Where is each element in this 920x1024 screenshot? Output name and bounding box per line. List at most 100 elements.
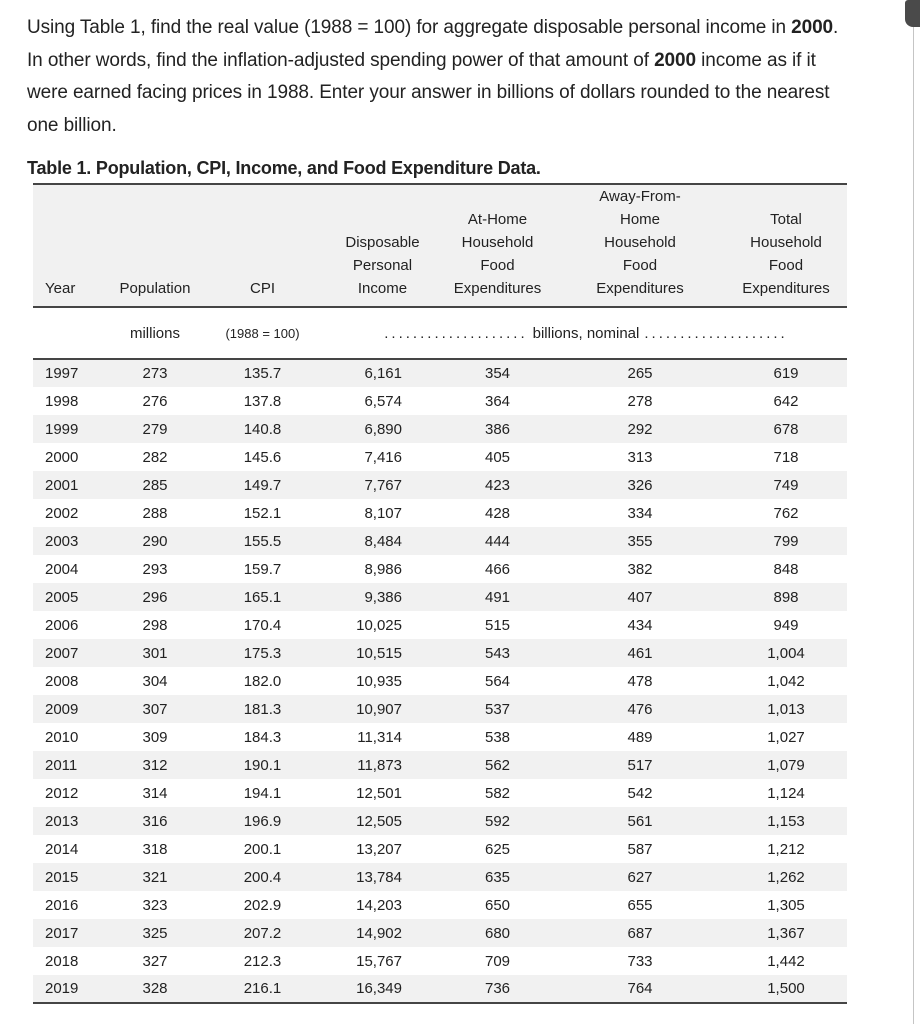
column-header-line: At-Home — [467, 211, 528, 228]
table-title: Table 1. Population, CPI, Income, and Fo… — [27, 158, 541, 178]
column-header-line: Household — [604, 234, 676, 251]
cell-year: 2016 — [45, 896, 79, 914]
cell-total: 1,442 — [767, 952, 805, 970]
cell-away: 489 — [627, 728, 653, 746]
cell-year: 2001 — [45, 476, 79, 494]
cell-year: 2012 — [45, 784, 79, 802]
table-row: 2014 318 200.1 13,207 625 587 1,212 — [33, 835, 847, 863]
table-row: 2005 296 165.1 9,386 491 407 898 — [33, 583, 847, 611]
cell-cpi: 196.9 — [243, 812, 282, 830]
cell-athome: 423 — [484, 476, 511, 494]
cell-total: 1,262 — [767, 868, 805, 886]
cell-income: 10,025 — [356, 616, 402, 634]
cell-population: 325 — [142, 924, 168, 942]
cell-athome: 625 — [484, 840, 511, 858]
cell-population: 309 — [142, 728, 168, 746]
cell-total: 619 — [773, 365, 799, 382]
table-body: 1997 273 135.7 6,161 354 265 619 1998 276 137.8 6,… — [33, 359, 847, 1003]
question-segment: . — [833, 17, 839, 38]
table-row: 2018 327 212.3 15,767 709 733 1,442 — [33, 947, 847, 975]
scrollbar-thumb[interactable] — [905, 0, 920, 27]
cell-away: 326 — [627, 476, 653, 494]
cell-year: 2018 — [45, 952, 79, 970]
cell-away: 476 — [627, 700, 653, 718]
column-header-line: Home — [619, 211, 660, 228]
table-row: 2006 298 170.4 10,025 515 434 949 — [33, 611, 847, 639]
cell-income: 12,501 — [356, 784, 402, 802]
cell-cpi: 194.1 — [243, 784, 282, 802]
column-header-line: Expenditures — [742, 280, 830, 297]
cell-cpi: 181.3 — [243, 700, 282, 718]
cell-athome: 354 — [484, 365, 511, 382]
cell-population: 327 — [142, 952, 168, 970]
cell-cpi: 140.8 — [243, 420, 282, 438]
cell-population: 276 — [142, 392, 168, 410]
cell-population: 301 — [142, 644, 168, 662]
column-header-population: Population — [110, 184, 200, 307]
question-segment: Using Table 1, find the real value (1988… — [27, 17, 792, 38]
column-header-line: Food — [622, 257, 658, 274]
cell-population: 293 — [142, 560, 168, 578]
scrollbar-track-line[interactable] — [913, 0, 914, 1024]
cell-year: 2004 — [45, 560, 79, 578]
cell-athome: 592 — [484, 812, 511, 830]
cell-income: 14,203 — [356, 896, 402, 914]
cell-year: 2009 — [45, 700, 79, 718]
cell-income: 8,986 — [364, 560, 402, 578]
cell-athome: 582 — [484, 784, 511, 802]
cell-cpi: 190.1 — [243, 756, 282, 774]
cell-year: 2019 — [45, 980, 79, 997]
cell-away: 627 — [627, 868, 653, 886]
cell-total: 898 — [773, 588, 799, 606]
cell-cpi: 216.1 — [243, 980, 282, 997]
question-line: were earned facing prices in 1988. Enter… — [27, 77, 920, 110]
table-row: 2016 323 202.9 14,203 650 655 1,305 — [33, 891, 847, 919]
cell-year: 2000 — [45, 448, 79, 466]
question-segment: were earned facing prices in 1988. Enter… — [27, 82, 830, 103]
data-table: Year Population CPI Disposable Personal Incom… — [33, 183, 847, 1004]
cell-year: 2003 — [45, 532, 79, 550]
table-row: 2010 309 184.3 11,314 538 489 1,027 — [33, 723, 847, 751]
question-segment: income as if it — [695, 49, 816, 71]
cell-income: 6,161 — [364, 365, 402, 382]
cell-income: 10,515 — [356, 644, 402, 662]
cell-income: 7,767 — [364, 476, 402, 494]
cell-cpi: 149.7 — [243, 476, 282, 494]
cell-income: 11,314 — [357, 728, 402, 746]
column-header-line: Expenditures — [453, 280, 542, 297]
cell-cpi: 145.6 — [243, 448, 282, 466]
cell-total: 1,153 — [767, 812, 805, 830]
cell-total: 949 — [773, 616, 799, 634]
column-header-line: Personal — [352, 257, 413, 274]
table-row: 1999 279 140.8 6,890 386 292 678 — [33, 415, 847, 443]
cell-population: 318 — [142, 840, 168, 858]
cell-population: 307 — [142, 700, 168, 718]
cell-income: 13,207 — [356, 840, 402, 858]
units-population: millions — [129, 324, 180, 342]
question-bold-text: 2000 — [654, 49, 696, 71]
cell-population: 296 — [142, 588, 168, 606]
cell-total: 1,027 — [767, 728, 805, 746]
cell-income: 14,902 — [356, 924, 402, 942]
table-units-row: millions (1988 = 100) ..................… — [33, 307, 847, 359]
cell-athome: 428 — [484, 504, 511, 522]
column-header-year: Year — [33, 184, 110, 307]
cell-athome: 538 — [484, 728, 511, 746]
cell-total: 1,305 — [767, 896, 805, 914]
table-row: 2004 293 159.7 8,986 466 382 848 — [33, 555, 847, 583]
table-row: 2017 325 207.2 14,902 680 687 1,367 — [33, 919, 847, 947]
column-header-total: Total Household Food Expenditures — [725, 184, 847, 307]
cell-income: 11,873 — [357, 756, 402, 774]
table-row: 2001 285 149.7 7,767 423 326 749 — [33, 471, 847, 499]
cell-total: 1,367 — [767, 924, 805, 942]
column-header-line: Disposable — [345, 234, 420, 251]
cell-total: 1,212 — [767, 840, 805, 858]
cell-cpi: 152.1 — [243, 504, 282, 522]
cell-year: 2007 — [45, 644, 79, 662]
question-line: In other words, find the inflation-adjus… — [27, 45, 920, 78]
question-line: one billion. — [27, 110, 920, 143]
units-billions-nominal: .................... billions, nominal...… — [325, 307, 847, 359]
cell-away: 407 — [627, 588, 653, 606]
column-header-line: CPI — [249, 280, 275, 297]
